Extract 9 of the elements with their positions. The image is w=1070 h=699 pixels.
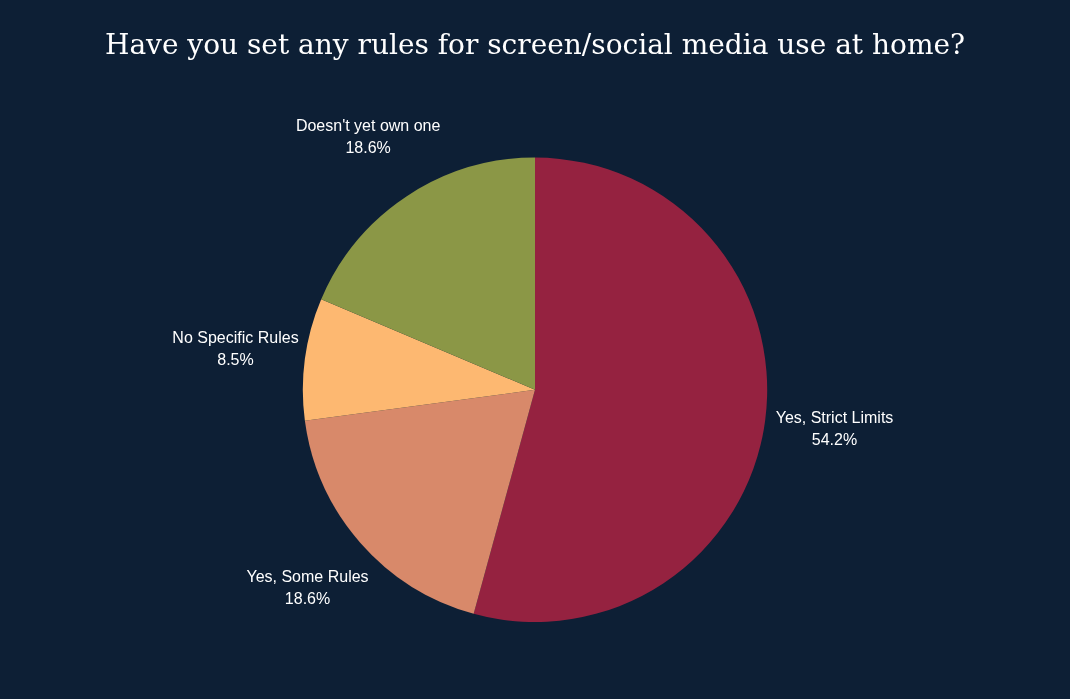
slice-label: Yes, Some Rules <box>246 568 369 586</box>
data-label: 18.6% <box>284 590 331 608</box>
chart-title: Have you set any rules for screen/social media use at home? <box>104 28 966 62</box>
slice-label: Doesn't yet own one <box>295 117 441 135</box>
slice-label: No Specific Rules <box>172 328 299 346</box>
slice-label: Yes, Strict Limits <box>775 409 894 427</box>
data-label: 18.6% <box>345 139 391 157</box>
data-label: 8.5% <box>217 350 254 368</box>
data-label: 54.2% <box>811 431 858 449</box>
